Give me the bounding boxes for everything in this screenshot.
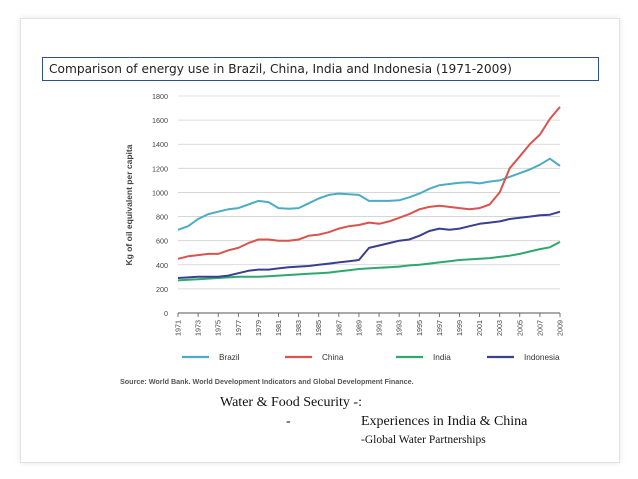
series-line-indonesia bbox=[177, 210, 561, 279]
y-tick-label: 600 bbox=[156, 237, 168, 246]
y-tick-label: 1600 bbox=[152, 116, 168, 125]
x-tick-label: 1989 bbox=[354, 320, 363, 336]
series-lines bbox=[177, 106, 561, 282]
series-line-china bbox=[177, 106, 561, 260]
x-tick-label: 2005 bbox=[515, 320, 524, 336]
y-tick-label: 1200 bbox=[152, 164, 168, 173]
x-tick-label: 1985 bbox=[314, 320, 323, 336]
y-tick-label: 1800 bbox=[152, 92, 168, 101]
legend-label-china: China bbox=[322, 353, 344, 362]
series-line-brazil bbox=[177, 157, 561, 231]
y-tick-label: 1400 bbox=[152, 140, 168, 149]
x-tick-label: 1971 bbox=[174, 320, 183, 336]
x-tick-label: 2001 bbox=[475, 320, 484, 336]
legend-label-indonesia: Indonesia bbox=[524, 353, 560, 362]
y-tick-label: 400 bbox=[156, 261, 168, 270]
caption-organization: -Global Water Partnerships bbox=[361, 434, 486, 446]
y-tick-label: 1000 bbox=[152, 188, 168, 197]
y-tick-label: 800 bbox=[156, 213, 168, 222]
legend: Brazil China India Indonesia bbox=[182, 353, 560, 362]
legend-label-brazil: Brazil bbox=[219, 353, 240, 362]
x-tick-label: 1975 bbox=[214, 320, 223, 336]
x-tick-labels: 1971 1973 1975 1977 1979 1981 1983 1985 1987 1989… bbox=[174, 320, 565, 336]
x-tick-label: 1993 bbox=[395, 320, 404, 336]
y-tick-label: 0 bbox=[164, 309, 168, 318]
caption-dash: - bbox=[286, 414, 291, 429]
y-tick-labels: 0 200 400 600 800 1000 1200 1400 1600 1800 bbox=[152, 92, 168, 318]
caption-subtitle: Experiences in India & China bbox=[361, 414, 528, 429]
legend-label-india: India bbox=[433, 353, 451, 362]
x-tick-label: 1979 bbox=[254, 320, 263, 336]
x-tick-label: 1987 bbox=[334, 320, 343, 336]
x-tick-label: 1981 bbox=[274, 320, 283, 336]
axes bbox=[177, 312, 561, 317]
x-tick-label: 1999 bbox=[455, 320, 464, 336]
x-tick-label: 2003 bbox=[495, 320, 504, 336]
y-tick-label: 200 bbox=[156, 285, 168, 294]
x-tick-label: 2007 bbox=[535, 320, 544, 336]
x-tick-label: 1977 bbox=[234, 320, 243, 336]
x-tick-label: 1973 bbox=[194, 320, 203, 336]
x-tick-label: 1997 bbox=[435, 320, 444, 336]
series-line-india bbox=[177, 241, 561, 282]
x-tick-label: 2009 bbox=[556, 320, 565, 336]
x-tick-label: 1995 bbox=[415, 320, 424, 336]
chart-title: Comparison of energy use in Brazil, Chin… bbox=[42, 57, 599, 81]
y-axis-label: Kg of oil equivalent per capita bbox=[124, 144, 134, 265]
x-tick-label: 1983 bbox=[294, 320, 303, 336]
grid-lines bbox=[178, 95, 560, 290]
chart-source: Source: World Bank. World Development In… bbox=[120, 377, 414, 386]
caption-title: Water & Food Security -: bbox=[220, 395, 362, 410]
x-tick-label: 1991 bbox=[375, 320, 384, 336]
